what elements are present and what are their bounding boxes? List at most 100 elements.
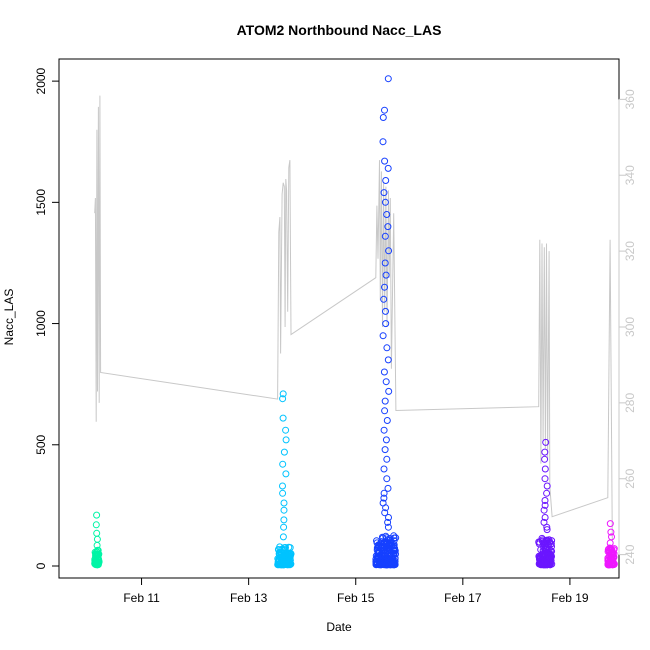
data-point (384, 484, 392, 492)
data-point (381, 509, 389, 517)
data-point (379, 138, 387, 146)
data-point (385, 387, 393, 395)
data-point (540, 506, 548, 514)
data-point (283, 553, 291, 561)
y-tick-label: 500 (34, 434, 48, 454)
data-point (387, 561, 394, 569)
data-point (541, 497, 549, 504)
data-point (381, 106, 388, 114)
secondary-y-tick-label: 340 (623, 165, 637, 185)
point-series-5 (604, 520, 618, 569)
data-point (279, 395, 287, 403)
y-axis-label: Nacc_LAS (2, 289, 16, 346)
data-point (382, 378, 390, 386)
secondary-y-tick-label: 320 (623, 241, 637, 261)
data-point (604, 561, 612, 569)
data-point (535, 538, 543, 546)
line-series (94, 95, 613, 540)
data-point (282, 436, 290, 444)
data-point (607, 528, 615, 536)
data-point (382, 177, 390, 184)
data-point (93, 511, 101, 519)
data-point (384, 75, 392, 83)
data-point (275, 557, 283, 565)
data-point (381, 283, 388, 291)
y-tick-label: 1000 (34, 310, 48, 337)
data-point (380, 489, 388, 497)
data-point (378, 552, 386, 560)
data-point (541, 544, 549, 552)
data-point (284, 561, 292, 569)
data-point (373, 546, 381, 554)
data-point (382, 320, 390, 328)
data-point (543, 482, 551, 490)
data-point (383, 534, 391, 542)
data-point (280, 560, 288, 568)
secondary-y-tick-label: 300 (623, 317, 637, 337)
data-point (379, 332, 387, 340)
chart-title: ATOM2 Northbound Nacc_LAS (237, 22, 442, 38)
axes: 0 500 1000 1500 2000 Feb 11 Feb 13 Feb 15 Feb 17… (34, 58, 637, 605)
data-point (535, 552, 543, 560)
data-point (384, 164, 392, 172)
point-series-3 (372, 75, 400, 569)
data-point (381, 232, 389, 240)
data-point (382, 436, 390, 444)
secondary-y-tick-label: 280 (623, 393, 637, 413)
data-point (280, 448, 288, 456)
data-point (383, 417, 391, 424)
x-tick-label: Feb 15 (337, 591, 375, 605)
data-point (279, 390, 287, 398)
data-point (544, 541, 552, 549)
data-point (543, 489, 551, 497)
secondary-y-tick-label: 240 (623, 544, 637, 564)
data-point (92, 521, 100, 529)
data-point (543, 523, 551, 531)
data-point (383, 344, 391, 352)
data-point (545, 549, 553, 557)
data-point (380, 426, 388, 434)
data-point (381, 407, 389, 415)
data-point (605, 547, 613, 554)
data-point (606, 520, 614, 528)
data-point (382, 271, 390, 279)
data-point (94, 551, 102, 559)
data-point (373, 539, 381, 547)
point-series-4 (535, 438, 556, 569)
data-point (539, 536, 546, 544)
data-point (382, 307, 389, 315)
data-point (280, 506, 288, 514)
data-point (91, 560, 99, 568)
data-point (546, 554, 554, 561)
data-point (381, 397, 389, 405)
data-point (383, 455, 391, 463)
data-point (542, 438, 550, 446)
y-tick-label: 1500 (34, 189, 48, 216)
x-tick-label: Feb 13 (230, 591, 268, 605)
data-point (609, 561, 617, 568)
x-tick-label: Feb 19 (551, 591, 589, 605)
data-point (383, 211, 391, 218)
data-point (279, 482, 286, 490)
point-series (91, 75, 618, 569)
data-point (541, 448, 549, 456)
data-point (380, 295, 388, 303)
data-point (380, 368, 388, 376)
data-point (93, 559, 100, 566)
data-point (604, 554, 612, 562)
y-tick-label: 0 (34, 562, 48, 569)
data-point (386, 559, 393, 567)
data-point (279, 533, 287, 541)
data-point (384, 518, 392, 526)
data-point (541, 514, 549, 521)
point-series-1 (91, 511, 103, 569)
data-point (608, 533, 615, 541)
data-point (276, 560, 283, 568)
point-series-2 (274, 390, 295, 569)
secondary-y-tick-label: 260 (623, 468, 637, 488)
data-point (381, 198, 389, 206)
data-point (383, 561, 390, 568)
data-point (279, 561, 287, 569)
data-point (282, 426, 290, 434)
